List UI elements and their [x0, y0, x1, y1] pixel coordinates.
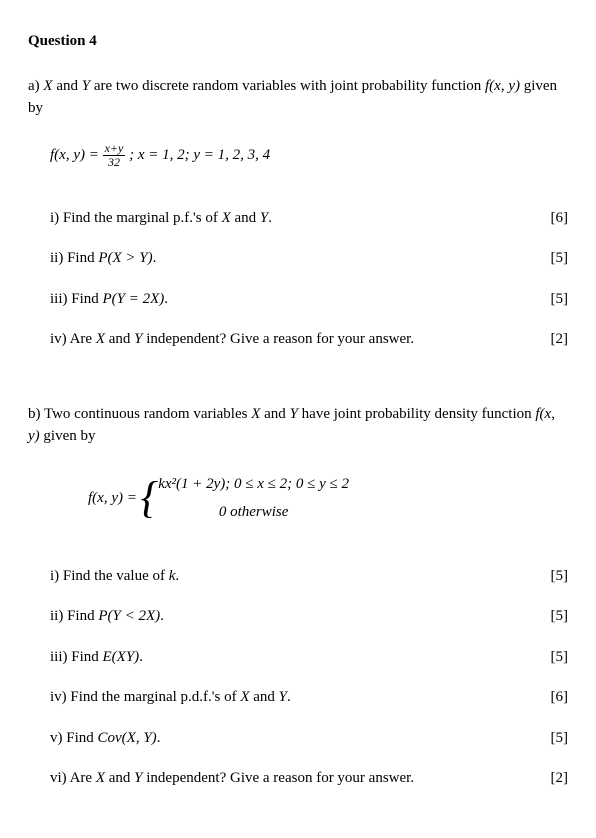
var: Y	[134, 770, 142, 786]
text: given by	[40, 428, 96, 444]
marks: [2]	[551, 328, 569, 351]
text: .	[164, 291, 168, 307]
text: iii) Find	[50, 649, 103, 665]
text: iv) Are	[50, 331, 96, 347]
marks: [5]	[551, 247, 569, 270]
var-y: Y	[82, 78, 90, 94]
text: .	[160, 608, 164, 624]
text: and	[105, 331, 134, 347]
text: .	[139, 649, 143, 665]
expr: P(Y < 2X)	[98, 608, 160, 624]
text: i) Find the marginal p.f.'s of	[50, 210, 222, 226]
text: and	[250, 689, 279, 705]
expr: Cov(X, Y)	[98, 730, 157, 746]
brace-icon: {	[141, 476, 159, 520]
marks: [5]	[551, 605, 569, 628]
item-text: ii) Find P(X > Y).	[50, 247, 156, 270]
var: X	[96, 770, 105, 786]
text: a)	[28, 78, 43, 94]
marks: [6]	[551, 207, 569, 230]
list-item: vi) Are X and Y independent? Give a reas…	[50, 767, 568, 790]
item-text: i) Find the marginal p.f.'s of X and Y.	[50, 207, 272, 230]
item-text: iv) Find the marginal p.d.f.'s of X and …	[50, 686, 291, 709]
text: .	[157, 730, 161, 746]
marks: [5]	[551, 646, 569, 669]
part-a-equation: f(x, y) = x+y32 ; x = 1, 2; y = 1, 2, 3,…	[50, 142, 568, 169]
text: and	[105, 770, 134, 786]
expr: E(XY)	[103, 649, 140, 665]
list-item: ii) Find P(X > Y). [5]	[50, 247, 568, 270]
marks: [6]	[551, 686, 569, 709]
part-b-intro: b) Two continuous random variables X and…	[28, 403, 568, 448]
list-item: iii) Find E(XY). [5]	[50, 646, 568, 669]
eq-lhs: f(x, y) =	[88, 490, 141, 506]
text: are two discrete random variables with j…	[90, 78, 485, 94]
var: Y	[279, 689, 287, 705]
item-text: i) Find the value of k.	[50, 565, 179, 588]
list-item: ii) Find P(Y < 2X). [5]	[50, 605, 568, 628]
text: .	[175, 568, 179, 584]
part-b-items: i) Find the value of k. [5] ii) Find P(Y…	[50, 565, 568, 790]
marks: [5]	[551, 288, 569, 311]
expr: P(Y = 2X)	[103, 291, 165, 307]
list-item: v) Find Cov(X, Y). [5]	[50, 727, 568, 750]
marks: [5]	[551, 565, 569, 588]
var: Y	[260, 210, 268, 226]
text: and	[53, 78, 82, 94]
text: ii) Find	[50, 250, 98, 266]
list-item: iv) Find the marginal p.d.f.'s of X and …	[50, 686, 568, 709]
text: vi) Are	[50, 770, 96, 786]
var: X	[240, 689, 249, 705]
text: b) Two continuous random variables	[28, 406, 251, 422]
case-row: 0 otherwise	[158, 498, 349, 527]
var-x: X	[43, 78, 52, 94]
text: have joint probability density function	[298, 406, 535, 422]
text: i) Find the value of	[50, 568, 169, 584]
eq-domain: ; x = 1, 2; y = 1, 2, 3, 4	[125, 147, 270, 163]
var-x: X	[251, 406, 260, 422]
text: .	[287, 689, 291, 705]
part-b-equation: f(x, y) = { kx²(1 + 2y); 0 ≤ x ≤ 2; 0 ≤ …	[88, 470, 568, 527]
denominator: 32	[103, 156, 126, 169]
fraction: x+y32	[103, 142, 126, 169]
text: iv) Find the marginal p.d.f.'s of	[50, 689, 240, 705]
case2: 0 otherwise	[219, 504, 289, 520]
text: and	[231, 210, 260, 226]
text: v) Find	[50, 730, 98, 746]
text: independent? Give a reason for your answ…	[143, 331, 415, 347]
numerator: x+y	[103, 142, 126, 156]
marks: [2]	[551, 767, 569, 790]
list-item: i) Find the value of k. [5]	[50, 565, 568, 588]
fxy: f(x, y)	[485, 78, 520, 94]
item-text: vi) Are X and Y independent? Give a reas…	[50, 767, 414, 790]
question-title: Question 4	[28, 30, 568, 53]
var: X	[96, 331, 105, 347]
text: .	[268, 210, 272, 226]
case1: kx²(1 + 2y); 0 ≤ x ≤ 2; 0 ≤ y ≤ 2	[158, 476, 349, 492]
list-item: iv) Are X and Y independent? Give a reas…	[50, 328, 568, 351]
cases: kx²(1 + 2y); 0 ≤ x ≤ 2; 0 ≤ y ≤ 2 0 othe…	[158, 470, 349, 527]
var: X	[222, 210, 231, 226]
var: Y	[134, 331, 142, 347]
text: .	[153, 250, 157, 266]
text: independent? Give a reason for your answ…	[143, 770, 415, 786]
case-row: kx²(1 + 2y); 0 ≤ x ≤ 2; 0 ≤ y ≤ 2	[158, 470, 349, 499]
item-text: iii) Find E(XY).	[50, 646, 143, 669]
text: and	[260, 406, 289, 422]
list-item: iii) Find P(Y = 2X). [5]	[50, 288, 568, 311]
list-item: i) Find the marginal p.f.'s of X and Y. …	[50, 207, 568, 230]
marks: [5]	[551, 727, 569, 750]
item-text: iii) Find P(Y = 2X).	[50, 288, 168, 311]
eq-lhs: f(x, y) =	[50, 147, 103, 163]
text: ii) Find	[50, 608, 98, 624]
text: iii) Find	[50, 291, 103, 307]
part-a-items: i) Find the marginal p.f.'s of X and Y. …	[50, 207, 568, 351]
expr: P(X > Y)	[98, 250, 152, 266]
part-a-intro: a) X and Y are two discrete random varia…	[28, 75, 568, 120]
item-text: iv) Are X and Y independent? Give a reas…	[50, 328, 414, 351]
var-y: Y	[290, 406, 298, 422]
item-text: ii) Find P(Y < 2X).	[50, 605, 164, 628]
item-text: v) Find Cov(X, Y).	[50, 727, 160, 750]
